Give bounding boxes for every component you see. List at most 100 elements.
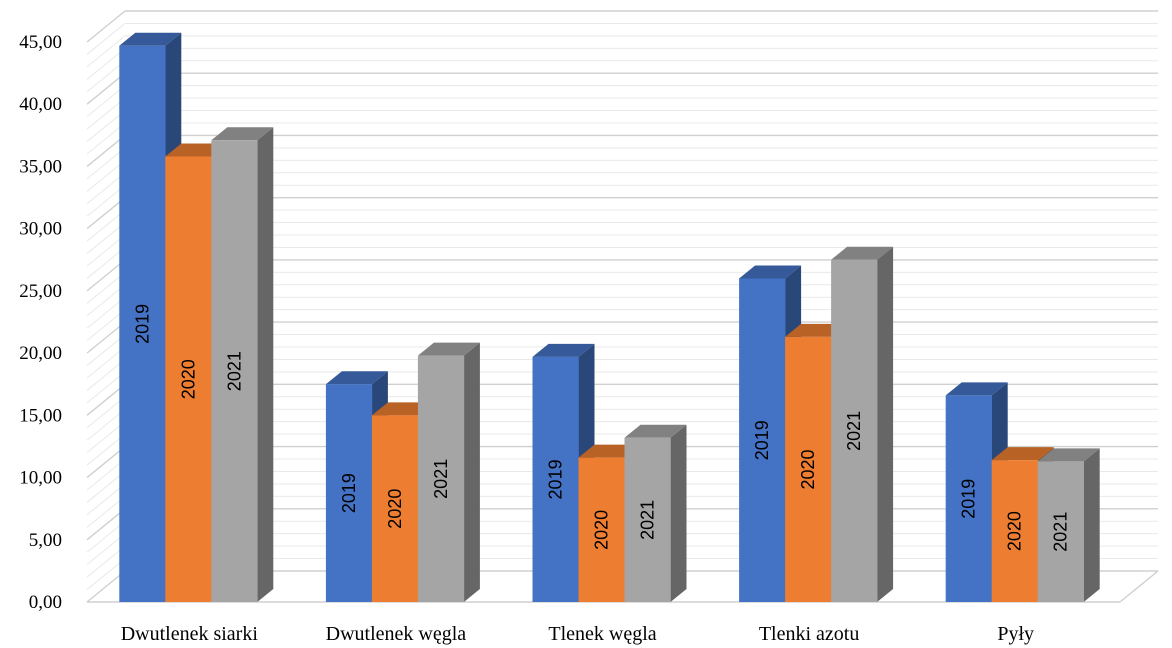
y-tick-label: 20,00 bbox=[19, 343, 62, 364]
bar-side bbox=[257, 127, 274, 603]
bar-top bbox=[211, 127, 274, 141]
gridline-side bbox=[86, 346, 126, 379]
bar-data-label: 2019 bbox=[752, 420, 772, 460]
gridline-side bbox=[86, 570, 126, 603]
bar bbox=[785, 336, 832, 602]
x-tick-label: Tlenek węgla bbox=[548, 623, 656, 645]
gridline-side bbox=[86, 110, 126, 142]
bar bbox=[945, 395, 992, 602]
x-tick-label: Pyły bbox=[997, 623, 1034, 645]
gridline-side bbox=[86, 85, 126, 118]
bar-data-label: 2019 bbox=[546, 459, 566, 499]
gridline-side bbox=[86, 359, 126, 391]
bar-side bbox=[877, 246, 894, 602]
gridline-side bbox=[86, 421, 126, 454]
bar-data-label: 2021 bbox=[431, 459, 451, 499]
gridline-side bbox=[86, 408, 126, 441]
bar-data-label: 2021 bbox=[224, 351, 244, 391]
bar bbox=[211, 140, 258, 603]
bar-side bbox=[463, 342, 480, 602]
bar bbox=[371, 415, 419, 602]
y-tick-label: 40,00 bbox=[19, 94, 62, 115]
floor-edge bbox=[1119, 570, 1159, 603]
bar-data-label: 2019 bbox=[132, 304, 152, 344]
bar-data-label: 2020 bbox=[798, 449, 818, 489]
gridline-side bbox=[86, 184, 126, 217]
gridline-side bbox=[86, 122, 126, 155]
bar-top bbox=[532, 343, 595, 357]
gridline-side bbox=[86, 533, 126, 566]
gridline-side bbox=[86, 23, 126, 55]
x-tick-label: Dwutlenek węgla bbox=[326, 623, 467, 645]
bar bbox=[119, 45, 166, 602]
y-tick-label: 15,00 bbox=[19, 405, 62, 426]
bar-data-label: 2019 bbox=[959, 479, 979, 519]
bar bbox=[739, 278, 786, 602]
gridline-side bbox=[86, 471, 126, 503]
y-tick-label: 10,00 bbox=[19, 468, 62, 489]
y-tick-label: 30,00 bbox=[19, 219, 62, 240]
x-axis: Dwutlenek siarki Dwutlenek węgla Tlenek wę… bbox=[121, 623, 1034, 645]
bar-data-label: 2020 bbox=[1005, 511, 1025, 551]
bar-top bbox=[417, 342, 480, 356]
bar-data-label: 2019 bbox=[339, 473, 359, 513]
gridline-side bbox=[86, 134, 126, 167]
bar bbox=[1037, 461, 1084, 602]
gridline-side bbox=[86, 10, 126, 43]
bar bbox=[831, 259, 878, 602]
bar-top bbox=[991, 447, 1054, 461]
gridline-side bbox=[86, 520, 126, 553]
gridline-side bbox=[86, 60, 126, 93]
bar-side bbox=[1083, 448, 1100, 602]
gridline-side bbox=[86, 147, 126, 180]
bar-top bbox=[624, 424, 687, 438]
y-tick-label: 0,00 bbox=[29, 592, 62, 613]
bar-data-label: 2020 bbox=[385, 489, 405, 529]
bar-top bbox=[739, 265, 802, 279]
bar bbox=[578, 457, 625, 602]
bar-side bbox=[670, 424, 687, 602]
gridline-side bbox=[86, 234, 126, 267]
gridline-side bbox=[86, 35, 126, 68]
gridline-side bbox=[86, 321, 126, 354]
y-tick-label: 5,00 bbox=[29, 530, 62, 551]
y-tick-label: 35,00 bbox=[19, 156, 62, 177]
bar bbox=[165, 156, 212, 602]
gridline-side bbox=[86, 247, 126, 279]
bars: 2019 2020 2021 2019 2020 2021 2019 2020 2021 2019… bbox=[119, 32, 1100, 603]
bar-top bbox=[831, 246, 894, 260]
gridline-side bbox=[86, 495, 126, 528]
gridline-side bbox=[86, 309, 126, 342]
gridline-side bbox=[86, 259, 126, 292]
bar bbox=[624, 437, 671, 602]
gridline-side bbox=[86, 545, 126, 578]
x-tick-label: Tlenki azotu bbox=[759, 623, 860, 645]
gridline-side bbox=[86, 47, 126, 80]
gridline-side bbox=[86, 396, 126, 429]
gridline-side bbox=[86, 159, 126, 192]
bar-data-label: 2021 bbox=[844, 411, 864, 451]
gridline-side bbox=[86, 197, 126, 230]
bar-top bbox=[945, 382, 1008, 396]
gridline-side bbox=[86, 296, 126, 329]
gridline-side bbox=[86, 209, 126, 242]
bar-top bbox=[1037, 448, 1100, 462]
bar-data-label: 2020 bbox=[592, 510, 612, 550]
gridline-side bbox=[86, 334, 126, 366]
bar bbox=[417, 355, 465, 602]
gridline-side bbox=[86, 446, 126, 479]
gridline-side bbox=[86, 433, 126, 466]
bar bbox=[991, 460, 1038, 602]
x-tick-label: Dwutlenek siarki bbox=[121, 623, 259, 645]
bar-top bbox=[325, 371, 388, 385]
gridline-side bbox=[86, 172, 126, 205]
bar-data-label: 2021 bbox=[638, 500, 658, 540]
bar-top bbox=[119, 32, 182, 46]
bar-data-label: 2020 bbox=[178, 359, 198, 399]
bar bbox=[325, 384, 373, 602]
gridline-side bbox=[86, 383, 126, 416]
gridline-side bbox=[86, 72, 126, 105]
gridline-side bbox=[86, 558, 126, 590]
bar bbox=[532, 356, 579, 602]
